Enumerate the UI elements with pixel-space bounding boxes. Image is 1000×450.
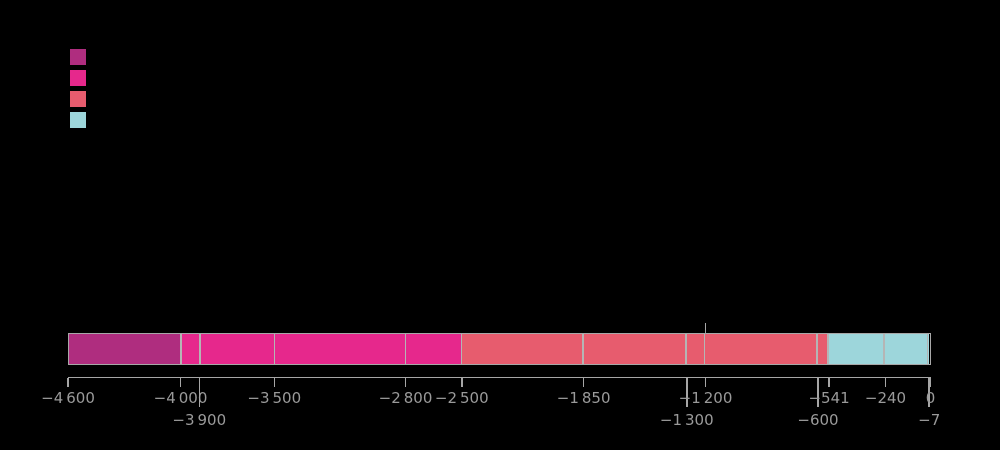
axis-tick-label: −4 000 <box>153 389 208 407</box>
axis-tick-label: −3 500 <box>247 389 302 407</box>
axis-tick <box>929 378 932 387</box>
segment-divider <box>582 334 584 364</box>
legend-swatch-2 <box>70 70 86 86</box>
x-axis-line <box>68 376 931 378</box>
bar-segment <box>405 334 462 364</box>
segment-divider <box>926 334 929 364</box>
segment-divider <box>199 334 201 364</box>
bar-segment <box>827 334 885 364</box>
axis-tick-label: −1 850 <box>556 389 611 407</box>
axis-tick-label: −3 900 <box>172 411 227 429</box>
legend <box>70 49 87 133</box>
segment-divider <box>703 334 706 364</box>
axis-tick-label: −2 800 <box>378 389 433 407</box>
segment-divider <box>460 334 463 364</box>
axis-tick-label: −4 600 <box>41 389 95 407</box>
axis-tick-label: −541 <box>808 389 850 407</box>
axis-tick <box>686 378 688 407</box>
axis-tick-label: −1 300 <box>659 411 714 429</box>
axis-tick <box>884 378 887 387</box>
bar-segment <box>685 334 705 364</box>
timeline-bar <box>68 333 931 365</box>
axis-tick-label: −2 500 <box>434 389 489 407</box>
axis-tick <box>928 378 930 407</box>
axis-tick <box>582 378 585 387</box>
bar-segment <box>704 334 817 364</box>
axis-tick <box>704 378 707 387</box>
axis-tick <box>273 378 275 387</box>
axis-tick-label: −600 <box>797 411 839 429</box>
bar-segment <box>816 334 828 364</box>
axis-tick-label: −7 <box>918 411 941 429</box>
segment-divider <box>273 334 276 364</box>
bar-segment <box>181 334 200 364</box>
segment-divider <box>816 334 818 364</box>
segment-divider <box>827 334 829 364</box>
bar-segment <box>199 334 275 364</box>
bar-segment <box>274 334 406 364</box>
bar-segment <box>69 334 182 364</box>
bar-segment <box>884 334 928 364</box>
axis-tick <box>198 378 200 407</box>
segment-divider <box>404 334 407 364</box>
bar-segment <box>583 334 686 364</box>
axis-tick <box>461 378 463 387</box>
axis-tick-label: −1 200 <box>678 389 733 407</box>
segment-divider <box>883 334 885 364</box>
axis-tick <box>404 378 407 387</box>
legend-swatch-3 <box>70 91 86 107</box>
axis-tick <box>67 378 69 387</box>
axis-tick-label: −240 <box>864 389 907 407</box>
axis-tick <box>179 378 182 387</box>
annotation-line <box>704 323 707 334</box>
legend-swatch-4 <box>70 112 86 128</box>
axis-tick <box>817 378 819 407</box>
segment-divider <box>180 334 182 364</box>
segment-divider <box>685 334 687 364</box>
axis-tick-label: 0 <box>925 389 936 407</box>
bar-segment <box>461 334 584 364</box>
legend-swatch-1 <box>70 49 86 65</box>
axis-tick <box>828 378 830 387</box>
